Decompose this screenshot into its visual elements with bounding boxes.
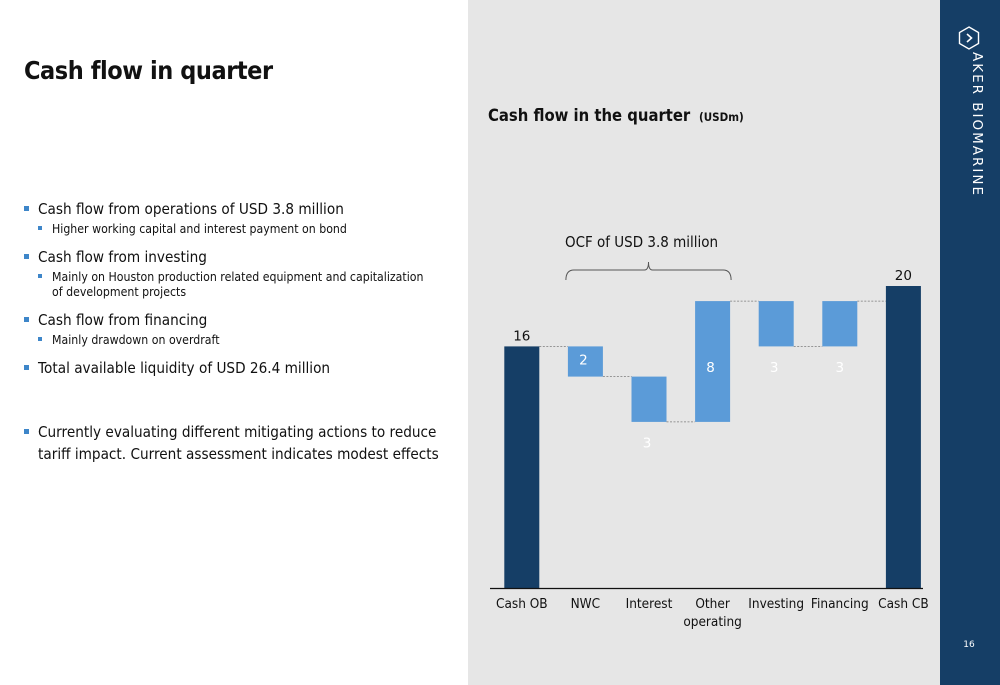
bullet-text: Cash flow from investing bbox=[38, 248, 207, 266]
bullet-marker-icon bbox=[24, 254, 29, 259]
data-label: 16 bbox=[513, 328, 530, 344]
bullet-text: of development projects bbox=[52, 284, 187, 299]
bullet-marker-icon bbox=[24, 317, 29, 322]
bullet-text: Cash flow from financing bbox=[38, 311, 208, 329]
x-tick-label: Other operating bbox=[683, 596, 742, 630]
x-tick-label-line: Cash CB bbox=[878, 596, 929, 612]
data-label: 3 bbox=[643, 436, 652, 452]
x-tick-label-line: Investing bbox=[748, 596, 804, 612]
waterfall-chart: Cash flow in the quarter (USDm) 16 2 3 8 3 3 2… bbox=[488, 105, 929, 630]
data-label: 3 bbox=[836, 360, 845, 376]
text-panel bbox=[0, 0, 468, 685]
sub-bullet-item: Mainly drawdown on overdraft bbox=[24, 332, 454, 347]
bullet-list: Cash flow from operations of USD 3.8 mil… bbox=[24, 198, 454, 465]
bullet-marker-icon bbox=[38, 226, 42, 230]
x-tick-label: Investing bbox=[748, 596, 804, 612]
bullet-item: Cash flow from operations of USD 3.8 mil… bbox=[24, 198, 454, 220]
page-title: Cash flow in quarter bbox=[24, 56, 273, 85]
x-tick-label-line: NWC bbox=[571, 596, 601, 612]
x-tick-label-line: Cash OB bbox=[496, 596, 548, 612]
bar-other-operating bbox=[695, 301, 731, 422]
chart-title: Cash flow in the quarter (USDm) bbox=[488, 105, 744, 125]
data-label: 20 bbox=[895, 268, 912, 284]
data-label: 2 bbox=[579, 352, 588, 368]
ocf-annotation: OCF of USD 3.8 million bbox=[565, 234, 718, 251]
page-number: 16 bbox=[963, 640, 975, 650]
bullet-marker-icon bbox=[24, 206, 29, 211]
bullet-text: tariff impact. Current assessment indica… bbox=[38, 445, 439, 463]
bullet-text: Mainly on Houston production related equ… bbox=[52, 269, 424, 284]
chart-title-unit: (USDm) bbox=[699, 110, 744, 124]
x-tick-label: Interest bbox=[626, 596, 673, 612]
bar-cash-cb bbox=[885, 286, 921, 588]
x-tick-label: Cash CB bbox=[878, 596, 929, 612]
bullet-marker-icon bbox=[38, 337, 42, 341]
brand-name: AKER BIOMARINE bbox=[969, 52, 985, 198]
bullet-item: Cash flow from financing bbox=[24, 309, 454, 331]
sub-bullet-item: Mainly on Houston production related equ… bbox=[24, 269, 454, 299]
x-tick-label-line: Other bbox=[695, 596, 730, 612]
bar-cash-ob bbox=[504, 346, 540, 588]
bullet-marker-icon bbox=[38, 274, 42, 278]
brand-bar bbox=[940, 0, 1000, 685]
bullet-text: Cash flow from operations of USD 3.8 mil… bbox=[38, 200, 344, 218]
sub-bullet-item: Higher working capital and interest paym… bbox=[24, 221, 454, 236]
x-tick-label: NWC bbox=[571, 596, 601, 612]
bullet-text: Currently evaluating different mitigatin… bbox=[38, 423, 437, 441]
bar-financing bbox=[822, 301, 858, 347]
x-tick-label-line: Interest bbox=[626, 596, 673, 612]
bullet-text: Total available liquidity of USD 26.4 mi… bbox=[38, 359, 331, 377]
bullet-text: Higher working capital and interest paym… bbox=[52, 221, 347, 236]
data-label: 3 bbox=[770, 360, 779, 376]
bullet-marker-icon bbox=[24, 365, 29, 370]
x-tick-label-line: Financing bbox=[811, 596, 869, 612]
x-tick-label: Financing bbox=[811, 596, 869, 612]
ocf-bracket bbox=[565, 261, 732, 281]
plot-area: 16 2 3 8 3 3 20 Cash OB NWC Interest Other operatin… bbox=[490, 234, 929, 630]
bullet-text: Mainly drawdown on overdraft bbox=[52, 332, 220, 347]
x-tick-label: Cash OB bbox=[496, 596, 548, 612]
bar-investing bbox=[758, 301, 794, 347]
hexagon-chevron-icon bbox=[958, 26, 980, 50]
bullet-item: Total available liquidity of USD 26.4 mi… bbox=[24, 357, 454, 379]
chart-title-main: Cash flow in the quarter bbox=[488, 105, 691, 125]
bullet-item: Currently evaluating different mitigatin… bbox=[24, 421, 454, 465]
bullet-marker-icon bbox=[24, 429, 29, 434]
bullet-item: Cash flow from investing bbox=[24, 246, 454, 268]
bar-nwc bbox=[567, 346, 603, 377]
bar-interest bbox=[631, 376, 667, 422]
x-tick-label-line: operating bbox=[683, 614, 742, 630]
data-label: 8 bbox=[706, 360, 715, 376]
